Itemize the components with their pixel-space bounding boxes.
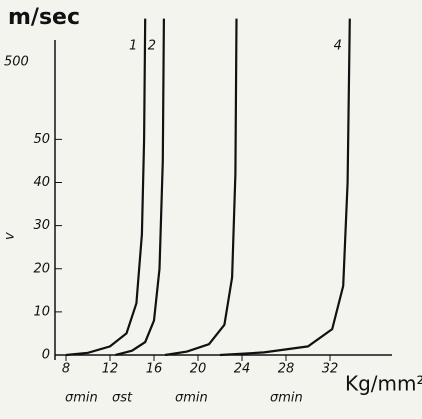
curve-label: 2 <box>148 39 156 54</box>
y-axis-label: v <box>3 232 18 240</box>
x-tick-label: 12 <box>102 362 119 377</box>
x-tick-label: 28 <box>278 362 295 377</box>
annotation: σmin <box>175 391 208 406</box>
x-axis-label: Kg/mm² <box>345 372 422 396</box>
y-tick-label: 40 <box>33 175 50 190</box>
y-tick-label: 30 <box>33 218 50 233</box>
annotation: σst <box>112 391 133 406</box>
annotation: σmin <box>270 391 303 406</box>
curve-label: 1 <box>129 39 137 54</box>
y-tick-label: 20 <box>33 261 50 276</box>
curve <box>219 18 351 357</box>
y-tick-label: 0 <box>42 348 50 363</box>
x-tick-label: 32 <box>322 362 339 377</box>
x-tick-label: 8 <box>62 362 70 377</box>
y-tick-label: 10 <box>33 304 50 319</box>
curve <box>115 18 165 357</box>
curve-label: 4 <box>334 39 342 54</box>
curve <box>164 18 238 357</box>
annotation: σmin <box>65 391 98 406</box>
y-unit-label: m/sec <box>8 5 80 30</box>
x-tick-label: 24 <box>234 362 251 377</box>
x-tick-label: 16 <box>146 362 163 377</box>
y-tick-label: 50 <box>33 132 50 147</box>
x-tick-label: 20 <box>190 362 207 377</box>
curve <box>65 18 147 357</box>
y-top-label: 500 <box>4 55 29 70</box>
